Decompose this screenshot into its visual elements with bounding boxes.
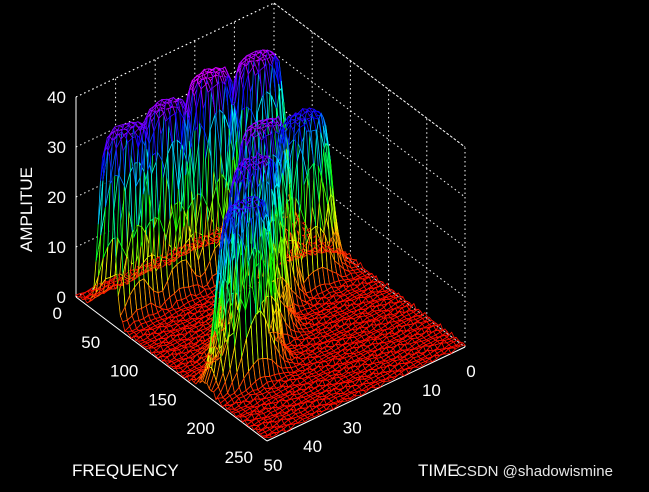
frequency-tick: 100 — [110, 362, 138, 381]
time-tick: 0 — [466, 362, 475, 381]
axis-grid — [75, 2, 466, 442]
time-tick: 40 — [303, 437, 322, 456]
amplitude-tick: 40 — [47, 88, 66, 107]
amplitude-tick: 20 — [47, 188, 66, 207]
surface-mesh — [75, 49, 466, 438]
time-tick: 50 — [264, 456, 283, 475]
watermark: CSDN @shadowismine — [456, 463, 613, 480]
surface-cell — [456, 342, 466, 347]
axis-line-2 — [266, 346, 466, 442]
time-tick: 10 — [422, 381, 441, 400]
axis-line-1 — [75, 296, 268, 442]
time-tick: 20 — [382, 400, 401, 419]
time-axis-label: TIME — [418, 461, 459, 480]
frequency-tick: 250 — [225, 448, 253, 467]
grid-amplitude-40 — [75, 2, 466, 148]
amplitude-tick: 10 — [47, 238, 66, 257]
grid-amplitude-30 — [75, 52, 466, 198]
frequency-tick: 200 — [186, 419, 214, 438]
tick-labels: 0 10 20 30 40 0 50 100 150 200 250 0 10 20 30 40 50 — [47, 88, 476, 475]
frequency-axis-label: FREQUENCY — [72, 461, 179, 480]
frequency-tick: 0 — [53, 304, 62, 323]
time-tick: 30 — [343, 418, 362, 437]
frequency-tick: 150 — [148, 390, 176, 409]
amplitude-axis-label: AMPLITUE — [17, 167, 36, 252]
amplitude-tick: 0 — [57, 288, 66, 307]
amplitude-tick: 30 — [47, 138, 66, 157]
frequency-tick: 50 — [81, 333, 100, 352]
